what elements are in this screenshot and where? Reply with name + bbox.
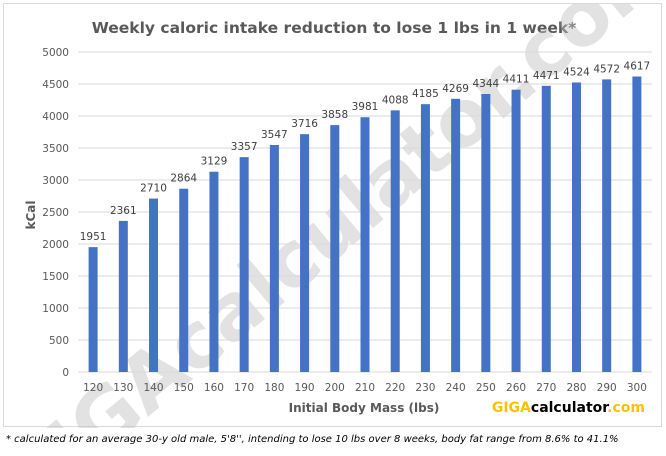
x-tick-label: 210: [355, 382, 375, 394]
data-label: 2361: [110, 205, 137, 217]
x-tick-label: 240: [446, 382, 466, 394]
data-label: 4269: [442, 83, 469, 95]
data-label: 3129: [201, 156, 228, 168]
y-axis-label: kCal: [24, 201, 38, 230]
x-tick-label: 270: [536, 382, 556, 394]
y-tick-label: 500: [49, 335, 69, 347]
bar: [632, 76, 642, 373]
data-label: 4471: [533, 70, 560, 82]
data-label: 1951: [80, 231, 107, 243]
y-tick-label: 2500: [42, 207, 69, 219]
data-label: 4344: [472, 78, 499, 90]
y-tick-label: 1000: [42, 303, 69, 315]
bar: [300, 134, 310, 372]
bar: [118, 220, 128, 372]
chart-title: Weekly caloric intake reduction to lose …: [92, 19, 577, 37]
x-tick-label: 250: [476, 382, 496, 394]
x-tick-label: 230: [415, 382, 435, 394]
bar: [209, 171, 219, 372]
logo-part-giga: GIGA: [492, 400, 531, 416]
bar: [269, 144, 279, 372]
y-tick-label: 4500: [42, 79, 69, 91]
bar: [149, 198, 159, 372]
data-label: 3357: [231, 141, 258, 153]
data-label: 2864: [170, 173, 197, 185]
x-tick-label: 160: [204, 382, 224, 394]
bar: [511, 89, 521, 373]
bar-chart: Weekly caloric intake reduction to lose …: [4, 4, 663, 428]
x-axis-label: Initial Body Mass (lbs): [289, 401, 440, 415]
bar: [179, 188, 189, 372]
data-label: 2710: [140, 183, 167, 195]
data-label: 3981: [352, 101, 379, 113]
y-tick-label: 3000: [42, 175, 69, 187]
bars: [88, 76, 642, 373]
data-label: 4088: [382, 94, 409, 106]
bar: [602, 79, 612, 372]
bar: [481, 93, 491, 372]
data-label: 4411: [503, 74, 530, 86]
x-tick-label: 280: [566, 382, 586, 394]
x-tick-label: 170: [234, 382, 254, 394]
logo-part-calculator: calculator: [531, 400, 609, 416]
chart-frame: Weekly caloric intake reduction to lose …: [3, 3, 663, 428]
data-label: 4524: [563, 66, 590, 78]
y-tick-label: 5000: [42, 47, 69, 59]
bar: [451, 98, 461, 372]
gigacalculator-logo[interactable]: GIGAcalculator.com: [492, 400, 645, 416]
x-tick-label: 290: [597, 382, 617, 394]
y-tick-label: 1500: [42, 271, 69, 283]
data-label: 4185: [412, 88, 439, 100]
footnote: * calculated for an average 30-y old mal…: [6, 434, 619, 445]
y-axis-ticks: 0 500 1000 1500 2000 2500 3000 3500 4000 4500 5000: [42, 47, 69, 379]
x-tick-label: 200: [325, 382, 345, 394]
data-label: 3547: [261, 129, 288, 141]
bar: [541, 85, 551, 372]
y-tick-label: 0: [62, 367, 69, 379]
x-tick-label: 180: [264, 382, 284, 394]
bar: [330, 125, 340, 372]
x-tick-label: 190: [295, 382, 315, 394]
bar: [571, 82, 581, 373]
bar: [88, 247, 98, 372]
x-tick-label: 140: [144, 382, 164, 394]
data-label: 4617: [624, 61, 651, 73]
data-label: 3858: [321, 109, 348, 121]
x-tick-label: 130: [113, 382, 133, 394]
bar: [390, 110, 400, 373]
bar: [360, 117, 370, 372]
x-tick-label: 120: [83, 382, 103, 394]
logo-part-com: .com: [607, 400, 645, 416]
bar: [420, 104, 430, 372]
data-label: 3716: [291, 118, 318, 130]
x-tick-label: 150: [174, 382, 194, 394]
x-tick-label: 300: [627, 382, 647, 394]
bar: [239, 157, 249, 372]
data-label: 4572: [593, 63, 620, 75]
y-tick-label: 3500: [42, 143, 69, 155]
x-tick-label: 220: [385, 382, 405, 394]
x-axis-ticks: 120 130 140 150 160 170 180 190 200 210 220 230 240 2…: [83, 382, 647, 394]
x-tick-label: 260: [506, 382, 526, 394]
y-tick-label: 2000: [42, 239, 69, 251]
y-tick-label: 4000: [42, 111, 69, 123]
